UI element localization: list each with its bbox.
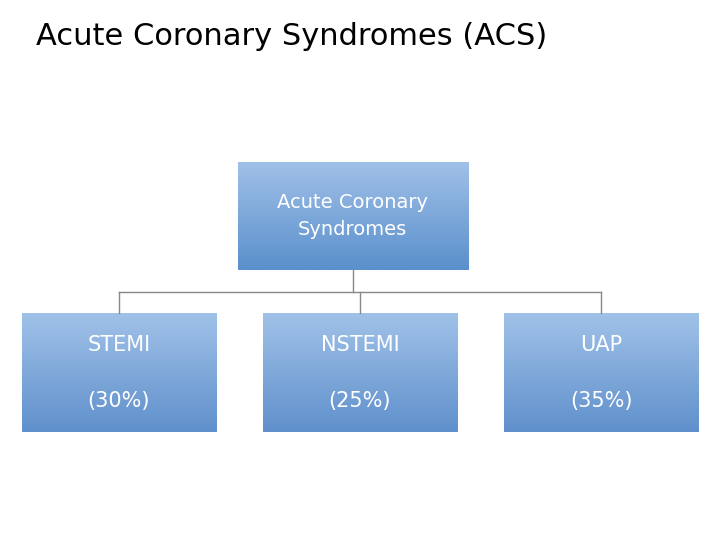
Text: UAP

(35%): UAP (35%) [570, 335, 632, 410]
Text: Acute Coronary Syndromes (ACS): Acute Coronary Syndromes (ACS) [36, 22, 547, 51]
Text: STEMI

(30%): STEMI (30%) [87, 335, 150, 410]
Text: NSTEMI

(25%): NSTEMI (25%) [320, 335, 400, 410]
Text: Acute Coronary
Syndromes: Acute Coronary Syndromes [277, 193, 428, 239]
